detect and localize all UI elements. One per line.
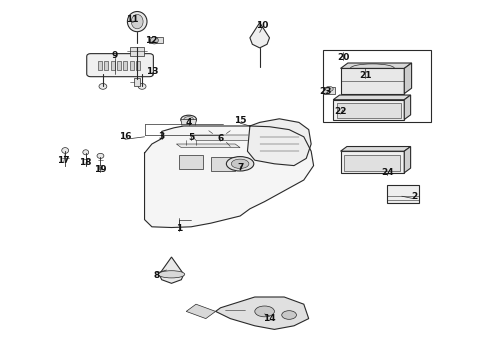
Bar bbox=[387, 185, 419, 203]
Text: 18: 18 bbox=[79, 158, 92, 167]
Polygon shape bbox=[179, 155, 203, 169]
Text: 12: 12 bbox=[145, 36, 157, 45]
Text: 13: 13 bbox=[146, 68, 158, 77]
Ellipse shape bbox=[158, 271, 185, 278]
Polygon shape bbox=[145, 126, 314, 228]
Bar bbox=[134, 78, 140, 86]
Polygon shape bbox=[341, 147, 411, 151]
Bar bbox=[104, 61, 108, 70]
Polygon shape bbox=[341, 68, 404, 94]
Ellipse shape bbox=[255, 306, 274, 317]
Polygon shape bbox=[182, 127, 200, 140]
Bar bbox=[99, 165, 102, 169]
Text: 24: 24 bbox=[381, 168, 393, 177]
Polygon shape bbox=[216, 297, 309, 329]
Ellipse shape bbox=[231, 159, 249, 168]
FancyBboxPatch shape bbox=[87, 54, 153, 77]
Bar bbox=[123, 61, 127, 70]
Ellipse shape bbox=[138, 84, 146, 89]
Ellipse shape bbox=[99, 84, 107, 89]
Bar bbox=[323, 50, 431, 122]
Polygon shape bbox=[211, 157, 235, 171]
Polygon shape bbox=[176, 144, 240, 148]
Text: 1: 1 bbox=[176, 224, 182, 233]
Bar bbox=[130, 47, 144, 56]
Bar bbox=[323, 87, 335, 94]
Text: 6: 6 bbox=[218, 134, 223, 143]
Polygon shape bbox=[404, 63, 412, 94]
Bar bbox=[130, 61, 134, 70]
Text: 5: 5 bbox=[188, 133, 194, 142]
Polygon shape bbox=[404, 147, 411, 173]
Text: 3: 3 bbox=[159, 132, 165, 141]
Bar bbox=[136, 61, 140, 70]
Polygon shape bbox=[213, 134, 226, 142]
Ellipse shape bbox=[131, 14, 143, 29]
Text: 7: 7 bbox=[237, 163, 244, 172]
Polygon shape bbox=[186, 130, 196, 138]
Text: 22: 22 bbox=[334, 107, 347, 116]
Text: 9: 9 bbox=[112, 51, 119, 60]
Polygon shape bbox=[186, 304, 216, 319]
Polygon shape bbox=[247, 119, 311, 166]
Text: 17: 17 bbox=[57, 156, 70, 165]
Ellipse shape bbox=[83, 150, 89, 155]
Ellipse shape bbox=[226, 157, 254, 171]
Text: 23: 23 bbox=[319, 87, 332, 96]
Bar bbox=[117, 61, 121, 70]
Ellipse shape bbox=[62, 148, 69, 153]
Polygon shape bbox=[341, 151, 404, 173]
Polygon shape bbox=[337, 103, 401, 118]
Text: 20: 20 bbox=[337, 53, 349, 62]
Text: 10: 10 bbox=[256, 21, 269, 30]
Text: 2: 2 bbox=[411, 192, 417, 201]
Polygon shape bbox=[344, 155, 400, 171]
Text: 19: 19 bbox=[94, 165, 107, 174]
Text: 16: 16 bbox=[119, 132, 131, 141]
Text: 8: 8 bbox=[154, 271, 160, 280]
Ellipse shape bbox=[282, 311, 296, 319]
Ellipse shape bbox=[184, 117, 194, 122]
Text: 15: 15 bbox=[234, 116, 246, 125]
Text: 4: 4 bbox=[185, 118, 192, 127]
Bar bbox=[149, 37, 163, 43]
Polygon shape bbox=[333, 95, 411, 100]
Text: 11: 11 bbox=[126, 15, 139, 24]
Text: 14: 14 bbox=[263, 314, 276, 323]
Ellipse shape bbox=[97, 153, 104, 158]
Polygon shape bbox=[341, 63, 412, 68]
Polygon shape bbox=[250, 23, 270, 48]
Ellipse shape bbox=[325, 86, 333, 91]
Ellipse shape bbox=[181, 115, 196, 124]
Ellipse shape bbox=[150, 37, 158, 44]
Bar bbox=[111, 61, 115, 70]
Polygon shape bbox=[333, 100, 404, 120]
Polygon shape bbox=[181, 120, 196, 127]
Polygon shape bbox=[209, 131, 230, 147]
Ellipse shape bbox=[127, 12, 147, 32]
Text: 21: 21 bbox=[359, 71, 371, 80]
Polygon shape bbox=[404, 95, 411, 120]
Polygon shape bbox=[159, 257, 184, 283]
Polygon shape bbox=[191, 135, 255, 140]
Bar bbox=[98, 61, 102, 70]
